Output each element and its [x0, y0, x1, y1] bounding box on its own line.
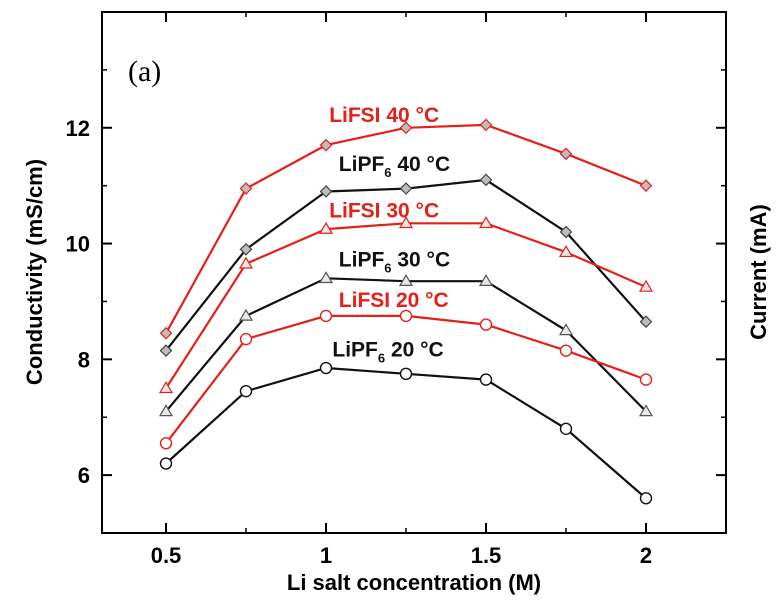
data-point: [398, 216, 414, 229]
series-label-tail: 40 °C: [392, 153, 451, 176]
data-point: [319, 138, 333, 152]
data-point: [239, 242, 253, 256]
series-label: LiPF6 40 °C: [339, 153, 450, 180]
series-label-main: LiPF: [332, 338, 378, 361]
series-label-main: LiFSI 40 °C: [329, 104, 439, 127]
series-label-main: LiFSI 20 °C: [339, 289, 449, 312]
x-tick-label: 2: [640, 543, 652, 568]
series-label: LiFSI 20 °C: [339, 289, 449, 312]
y-tick-label: 10: [66, 232, 90, 257]
data-point: [479, 118, 493, 132]
data-point: [159, 437, 173, 450]
x-tick-label: 1: [320, 543, 332, 568]
data-point: [238, 308, 254, 321]
series-label-subscript: 6: [384, 261, 391, 276]
data-point: [639, 315, 653, 329]
series-label: LiFSI 40 °C: [329, 104, 439, 127]
series-markers: [158, 118, 654, 505]
data-point: [399, 309, 413, 323]
data-point: [318, 221, 334, 234]
data-point: [319, 361, 333, 375]
data-point: [159, 457, 173, 470]
data-point: [559, 344, 573, 357]
data-point: [638, 279, 654, 292]
data-point: [478, 273, 494, 286]
series-label: LiFSI 30 °C: [329, 200, 439, 223]
panel-label: (a): [128, 55, 161, 88]
x-tick-label: 0.5: [151, 543, 182, 568]
data-point: [239, 332, 253, 346]
data-point: [479, 173, 493, 187]
data-point: [478, 216, 494, 229]
data-point: [479, 318, 493, 331]
series-label-tail: 30 °C: [392, 249, 451, 272]
data-point: [239, 384, 253, 398]
data-point: [558, 245, 574, 258]
y-axis-title: Conductivity (mS/cm): [22, 159, 47, 385]
y-tick-label: 6: [78, 463, 90, 488]
data-point: [319, 185, 333, 198]
y-tick-label: 12: [66, 116, 90, 141]
data-point: [318, 271, 334, 284]
data-point: [639, 492, 653, 505]
x-axis-title: Li salt concentration (M): [287, 570, 541, 595]
data-point: [398, 273, 414, 286]
axis-ticks: 0.5 1 1.5 2 6 8 10 12: [66, 12, 727, 568]
data-point: [638, 404, 654, 417]
data-point: [479, 373, 493, 386]
data-point: [559, 225, 573, 239]
x-tick-label: 1.5: [471, 543, 502, 568]
series-label-main: LiPF: [339, 153, 385, 176]
series-label-subscript: 6: [384, 165, 391, 180]
series-label-tail: 20 °C: [385, 338, 444, 361]
y2-axis-title: Current (mA): [746, 204, 771, 340]
data-point: [239, 182, 253, 195]
series-label-main: LiPF: [339, 249, 385, 272]
series-label-subscript: 6: [378, 350, 385, 365]
data-point: [559, 147, 573, 161]
plot-frame: [101, 11, 727, 534]
data-point: [159, 344, 173, 357]
data-point: [399, 121, 413, 135]
y-tick-label: 8: [78, 347, 90, 372]
series-label: LiPF6 20 °C: [332, 338, 443, 365]
data-point: [639, 373, 653, 386]
data-point: [159, 326, 173, 340]
data-point: [158, 404, 174, 417]
series-label-main: LiFSI 30 °C: [329, 200, 439, 223]
data-point: [238, 256, 254, 269]
data-point: [399, 367, 413, 381]
data-point: [158, 381, 174, 394]
data-point: [559, 422, 573, 435]
data-point: [319, 309, 333, 323]
series-label: LiPF6 30 °C: [339, 249, 450, 276]
data-point: [399, 182, 413, 195]
data-point: [639, 179, 653, 193]
series-line: [165, 366, 647, 500]
data-point: [558, 323, 574, 336]
